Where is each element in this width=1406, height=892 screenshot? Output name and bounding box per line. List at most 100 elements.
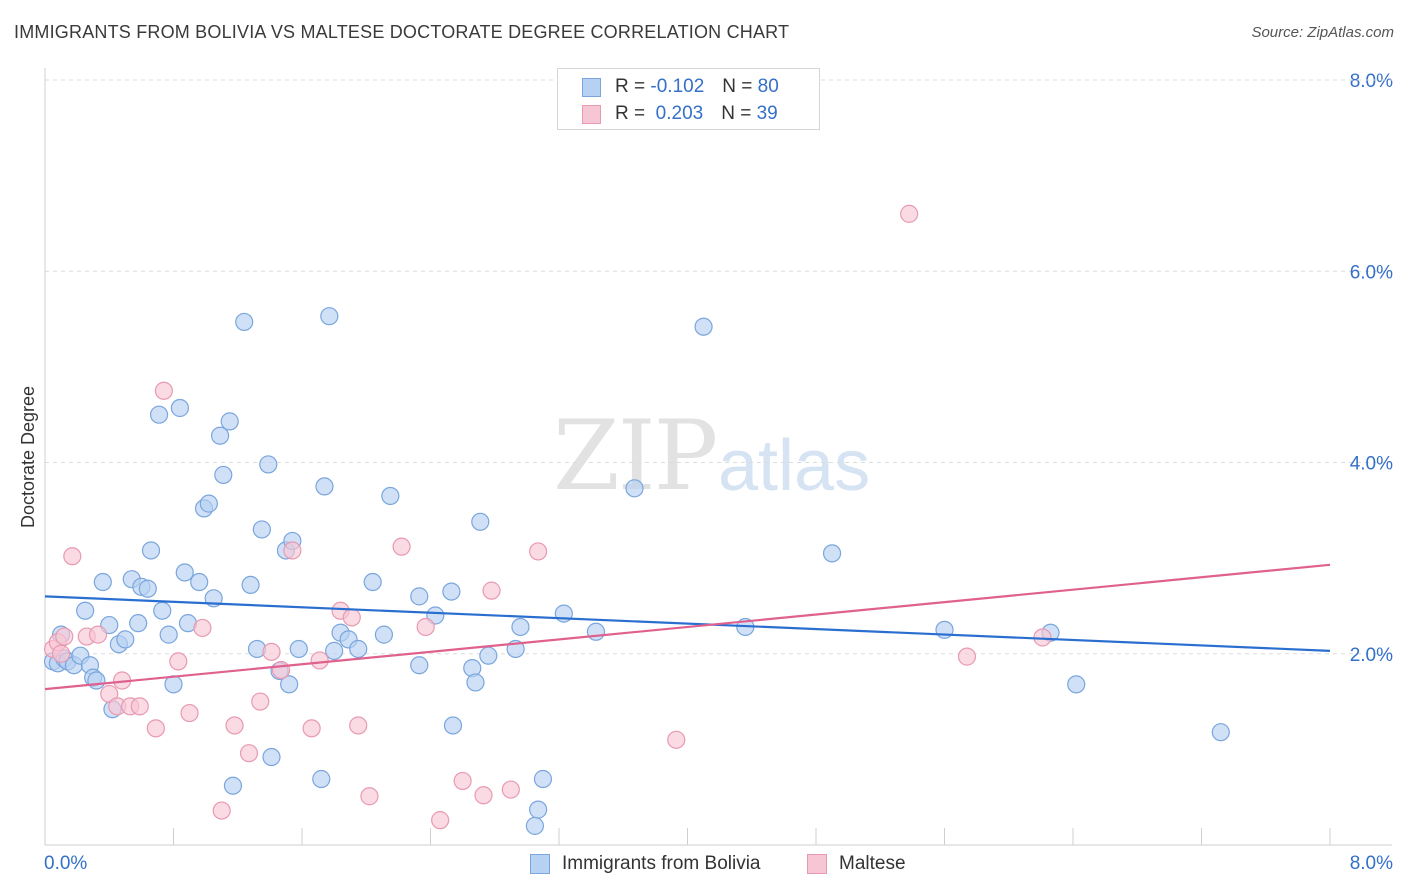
legend-series: Immigrants from Bolivia Maltese: [0, 850, 1406, 878]
point-bolivia: [175, 563, 194, 582]
n-label: N =: [722, 76, 753, 97]
point-maltese: [88, 625, 108, 644]
point-bolivia: [280, 675, 299, 694]
r-label: R =: [615, 76, 646, 97]
legend-item-maltese[interactable]: Maltese: [807, 850, 906, 878]
point-bolivia: [694, 317, 713, 336]
legend-swatch-maltese: [807, 854, 827, 874]
point-bolivia: [76, 601, 95, 620]
legend-swatch-bolivia: [582, 77, 601, 97]
point-bolivia: [320, 307, 339, 326]
point-maltese: [130, 697, 149, 716]
point-bolivia: [349, 639, 368, 659]
point-bolivia: [210, 426, 230, 445]
point-maltese: [957, 647, 977, 666]
point-maltese: [55, 627, 74, 646]
point-bolivia: [471, 512, 490, 531]
point-bolivia: [325, 641, 344, 660]
r-value-maltese: 0.203: [655, 103, 704, 124]
point-maltese: [154, 381, 173, 400]
point-bolivia: [129, 614, 148, 633]
r-value-bolivia: -0.102: [650, 76, 705, 97]
point-bolivia: [312, 769, 331, 789]
point-maltese: [900, 204, 919, 223]
point-maltese: [262, 642, 281, 661]
legend-label-bolivia: Immigrants from Bolivia: [562, 853, 761, 874]
point-bolivia: [1067, 675, 1086, 694]
point-maltese: [212, 801, 231, 820]
point-bolivia: [466, 673, 485, 692]
point-maltese: [51, 644, 71, 663]
y-axis-label: Doctorate Degree: [18, 386, 38, 528]
point-bolivia: [235, 312, 254, 332]
trendline-maltese: [44, 563, 1331, 691]
point-bolivia: [625, 479, 644, 498]
point-bolivia: [164, 675, 183, 694]
point-maltese: [342, 608, 361, 627]
watermark-atlas: atlas: [718, 426, 871, 506]
point-maltese: [193, 618, 212, 638]
point-maltese: [416, 617, 435, 637]
legend-label-maltese: Maltese: [839, 853, 906, 874]
y-tick-label: 8.0%: [1350, 71, 1393, 92]
point-bolivia: [479, 646, 498, 665]
point-maltese: [146, 719, 165, 738]
point-maltese: [251, 692, 270, 711]
point-bolivia: [381, 486, 400, 506]
point-maltese: [63, 547, 82, 566]
point-maltese: [482, 581, 501, 600]
y-tick-label: 2.0%: [1350, 645, 1393, 666]
point-bolivia: [533, 769, 553, 789]
point-maltese: [180, 703, 199, 723]
y-tick-label: 6.0%: [1350, 262, 1393, 283]
point-bolivia: [141, 541, 161, 560]
point-bolivia: [443, 716, 463, 735]
point-bolivia: [220, 412, 239, 431]
point-maltese: [272, 660, 291, 680]
point-bolivia: [170, 398, 190, 418]
legend-swatch-bolivia: [530, 854, 550, 874]
point-maltese: [667, 730, 686, 749]
legend-stats-row-bolivia: R = -0.102 N = 80: [582, 75, 779, 99]
point-maltese: [392, 537, 411, 556]
point-maltese: [239, 744, 259, 763]
trendline-bolivia: [44, 595, 1331, 652]
point-bolivia: [511, 617, 530, 637]
legend-item-bolivia[interactable]: Immigrants from Bolivia: [530, 850, 761, 878]
point-maltese: [302, 719, 321, 738]
point-maltese: [529, 542, 548, 561]
legend-swatch-maltese: [582, 104, 601, 124]
point-bolivia: [262, 747, 281, 767]
point-bolivia: [199, 494, 218, 513]
point-maltese: [501, 780, 520, 799]
point-bolivia: [822, 544, 842, 563]
point-bolivia: [138, 579, 157, 598]
point-bolivia: [241, 575, 260, 595]
point-bolivia: [586, 622, 606, 641]
legend-stats-box: R = -0.102 N = 80 R = 0.203 N = 39: [557, 68, 820, 130]
point-bolivia: [363, 572, 382, 592]
x-tick-label: 0.0%: [44, 853, 87, 874]
point-bolivia: [315, 477, 334, 496]
point-bolivia: [116, 630, 135, 649]
n-value-bolivia: 80: [757, 76, 779, 97]
point-bolivia: [410, 656, 429, 675]
point-maltese: [431, 811, 450, 830]
point-maltese: [360, 787, 379, 806]
y-tick-label: 4.0%: [1350, 454, 1393, 475]
point-maltese: [169, 652, 188, 671]
point-bolivia: [529, 800, 548, 819]
point-bolivia: [159, 625, 178, 644]
point-bolivia: [259, 455, 278, 474]
source-label: Source: ZipAtlas.com: [1251, 24, 1394, 41]
point-bolivia: [223, 776, 243, 795]
point-maltese: [283, 541, 302, 560]
n-value-maltese: 39: [756, 103, 778, 124]
point-maltese: [349, 716, 368, 735]
r-label: R =: [615, 103, 646, 124]
point-bolivia: [374, 625, 394, 644]
chart-title: IMMIGRANTS FROM BOLIVIA VS MALTESE DOCTO…: [14, 22, 790, 42]
point-bolivia: [93, 572, 112, 592]
point-bolivia: [442, 582, 461, 601]
